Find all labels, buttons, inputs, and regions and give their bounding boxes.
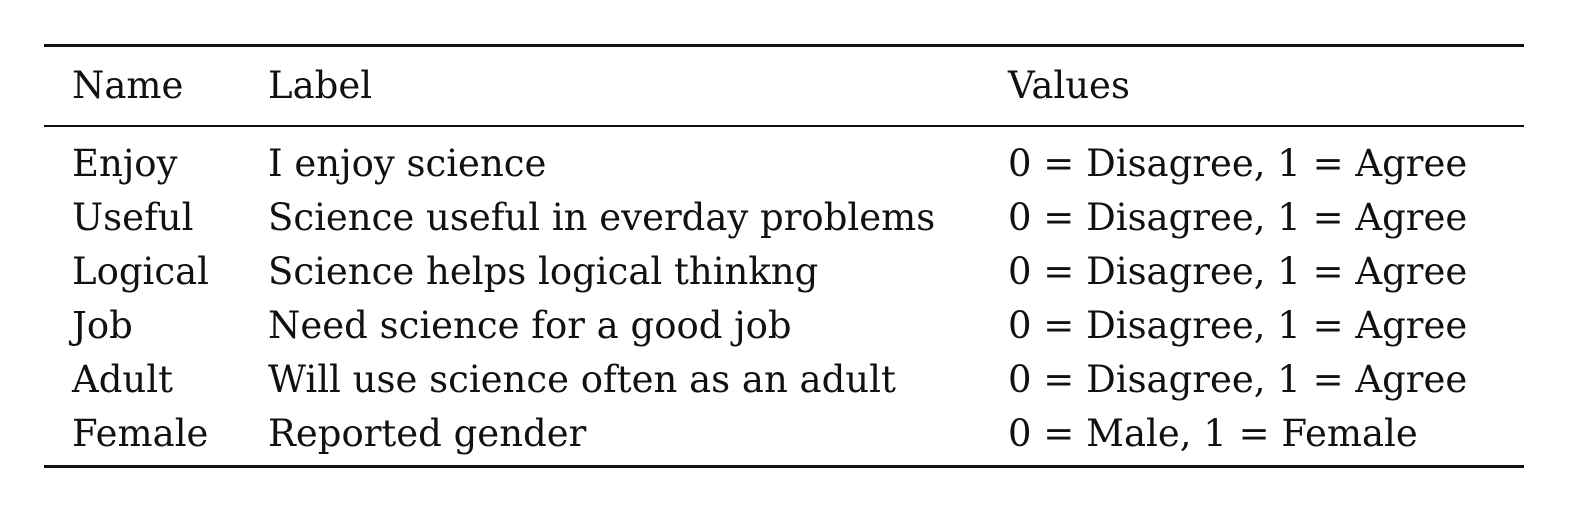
cell-name: Useful	[72, 196, 194, 239]
cell-label: Will use science often as an adult	[268, 358, 896, 401]
table-row: Logical Science helps logical thinkng 0 …	[44, 245, 1524, 299]
table-header-row: Name Label Values	[44, 47, 1524, 125]
header-label: Label	[268, 64, 373, 107]
cell-name: Female	[72, 412, 209, 455]
table-row: Enjoy I enjoy science 0 = Disagree, 1 = …	[44, 137, 1524, 191]
cell-label: Reported gender	[268, 412, 587, 455]
cell-label: Science helps logical thinkng	[268, 250, 819, 293]
table-row: Job Need science for a good job 0 = Disa…	[44, 299, 1524, 353]
cell-name: Job	[72, 304, 133, 347]
cell-name: Logical	[72, 250, 209, 293]
header-values: Values	[1008, 64, 1130, 107]
table-row: Female Reported gender 0 = Male, 1 = Fem…	[44, 407, 1524, 461]
cell-values: 0 = Disagree, 1 = Agree	[1008, 196, 1468, 239]
table-row: Useful Science useful in everday problem…	[44, 191, 1524, 245]
cell-label: Need science for a good job	[268, 304, 792, 347]
cell-values: 0 = Disagree, 1 = Agree	[1008, 358, 1468, 401]
variable-table: Name Label Values Enjoy I enjoy science …	[44, 44, 1524, 468]
header-name: Name	[72, 64, 184, 107]
header-rule	[44, 125, 1524, 127]
cell-name: Adult	[72, 358, 173, 401]
table-row: Adult Will use science often as an adult…	[44, 353, 1524, 407]
cell-values: 0 = Disagree, 1 = Agree	[1008, 304, 1468, 347]
cell-label: Science useful in everday problems	[268, 196, 936, 239]
cell-values: 0 = Disagree, 1 = Agree	[1008, 250, 1468, 293]
cell-values: 0 = Disagree, 1 = Agree	[1008, 142, 1468, 185]
cell-label: I enjoy science	[268, 142, 547, 185]
cell-name: Enjoy	[72, 142, 178, 185]
cell-values: 0 = Male, 1 = Female	[1008, 412, 1418, 455]
bottom-rule	[44, 465, 1524, 468]
top-rule	[44, 44, 1524, 47]
